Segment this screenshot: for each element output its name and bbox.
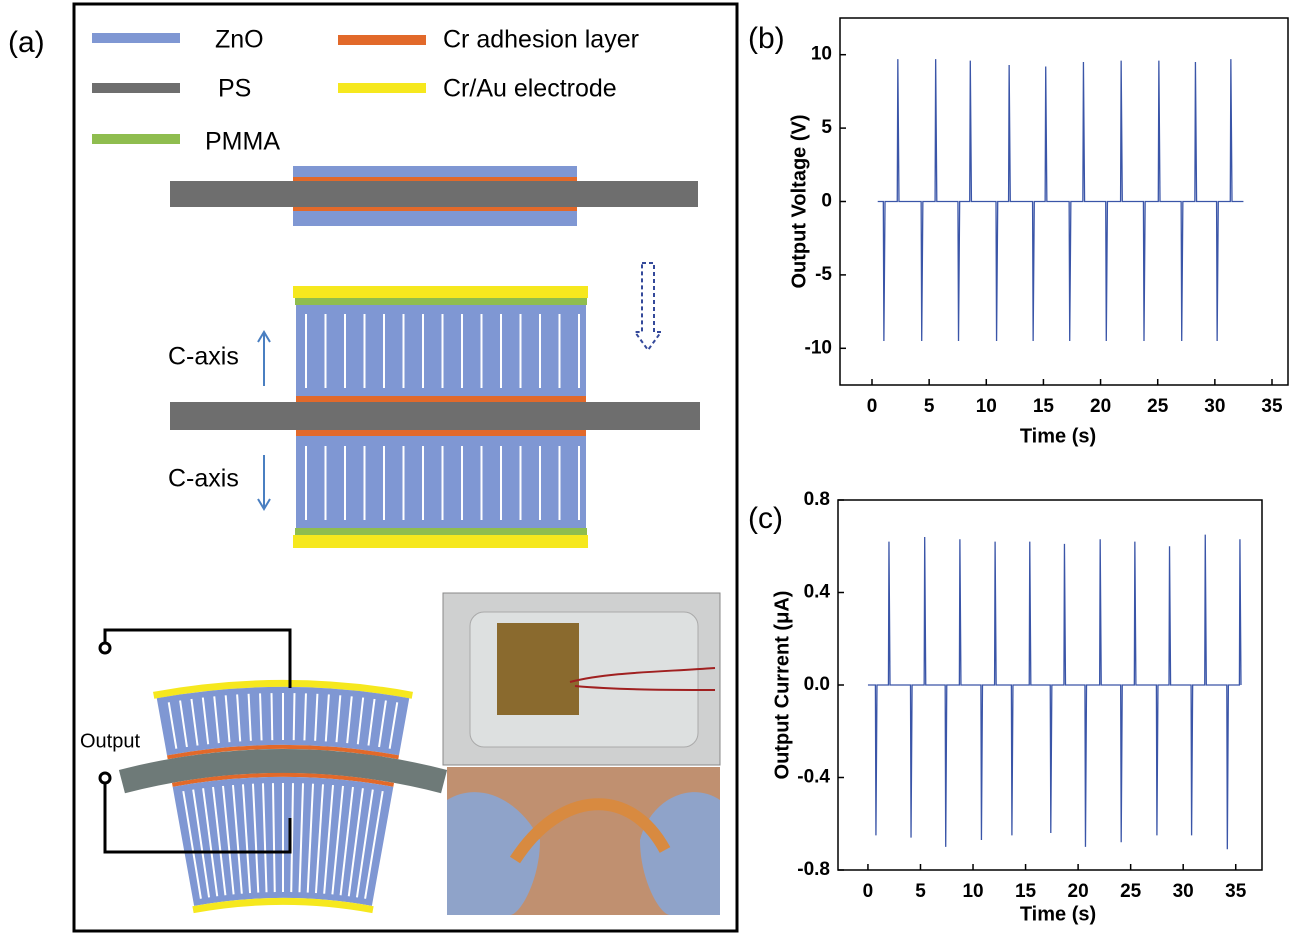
grain-line — [294, 693, 295, 740]
y-tick-label: 0.8 — [804, 489, 830, 510]
legend-label: Cr/Au electrode — [443, 75, 617, 103]
bent-device — [119, 680, 447, 913]
layer-stack — [170, 286, 700, 548]
x-tick-label: 20 — [1090, 396, 1111, 417]
ps-layer — [170, 181, 698, 207]
ps-layer — [170, 402, 700, 430]
x-tick-label: 15 — [1015, 881, 1037, 902]
x-tick-label: 25 — [1147, 396, 1169, 417]
legend-label: PMMA — [205, 128, 280, 156]
x-tick-label: 5 — [924, 396, 935, 417]
terminal — [100, 773, 110, 783]
zno-layer — [296, 436, 586, 528]
y-tick-label: 0.4 — [804, 582, 831, 603]
pmma-layer — [295, 528, 587, 535]
terminal — [100, 643, 110, 653]
arrow — [258, 455, 270, 509]
x-tick-label: 25 — [1120, 881, 1142, 902]
axis-label: C-axis — [168, 343, 239, 371]
x-tick-label: 35 — [1261, 396, 1283, 417]
x-tick-label: 10 — [962, 881, 983, 902]
legend: ZnO PS PMMA Cr adhesion layer Cr/Au elec… — [92, 26, 639, 156]
charts: (b) 0 5 10 15 20 25 30 35 -10 -5 0 5 10 Time (s) Output… — [748, 18, 1288, 925]
x-tick-label: 30 — [1173, 881, 1194, 902]
x-tick-label: 5 — [915, 881, 926, 902]
cr-layer — [293, 177, 577, 181]
photo — [443, 593, 720, 915]
data-line — [878, 59, 1244, 341]
x-tick-label: 0 — [867, 396, 878, 417]
x-axis-label: Time (s) — [1020, 425, 1096, 447]
axis-label: C-axis — [168, 465, 239, 493]
x-tick-label: 30 — [1204, 396, 1225, 417]
y-tick-label: -0.8 — [797, 859, 830, 880]
data-line — [868, 535, 1241, 850]
x-tick-label: 10 — [976, 396, 997, 417]
x-tick-label: 0 — [863, 881, 874, 902]
y-tick-label: 5 — [821, 117, 832, 138]
press-arrow — [635, 263, 661, 350]
legend-label: ZnO — [215, 26, 264, 54]
legend-swatch — [92, 134, 180, 144]
cr-layer — [296, 430, 586, 436]
y-tick-label: -0.4 — [797, 767, 830, 788]
panel-label: (a) — [8, 26, 45, 59]
arrow — [258, 332, 270, 386]
y-tick-label: 10 — [811, 44, 832, 65]
legend-swatch — [338, 35, 426, 45]
panel-label: (c) — [748, 502, 783, 535]
x-axis-label: Time (s) — [1020, 903, 1096, 925]
layer-stack — [170, 166, 698, 226]
legend-label: Cr adhesion layer — [443, 26, 639, 54]
output-label: Output — [80, 730, 140, 752]
electrode-square — [497, 623, 579, 715]
y-axis-label: Output Voltage (V) — [788, 114, 810, 288]
electrode-layer — [293, 535, 588, 548]
figure: (a) ZnO PS PMMA Cr adhesion layer Cr/Au … — [0, 0, 1298, 935]
x-tick-label: 20 — [1068, 881, 1089, 902]
zno-layer — [296, 305, 586, 397]
electrode-layer — [293, 286, 588, 298]
x-tick-label: 35 — [1225, 881, 1247, 902]
legend-swatch — [92, 33, 180, 43]
y-tick-label: 0 — [821, 191, 832, 212]
x-tick-label: 15 — [1033, 396, 1055, 417]
y-tick-label: -5 — [815, 264, 832, 285]
cr-layer — [293, 207, 577, 211]
legend-label: PS — [218, 75, 251, 103]
y-axis-label: Output Current (μA) — [771, 591, 793, 780]
pmma-layer — [295, 298, 587, 305]
cr-layer — [296, 396, 586, 402]
y-tick-label: -10 — [805, 337, 832, 358]
legend-swatch — [92, 83, 180, 93]
grain-line — [272, 693, 273, 740]
y-tick-label: 0.0 — [804, 674, 830, 695]
legend-swatch — [338, 83, 426, 93]
page: (a) ZnO PS PMMA Cr adhesion layer Cr/Au … — [0, 0, 1298, 935]
panel-label: (b) — [748, 22, 785, 55]
